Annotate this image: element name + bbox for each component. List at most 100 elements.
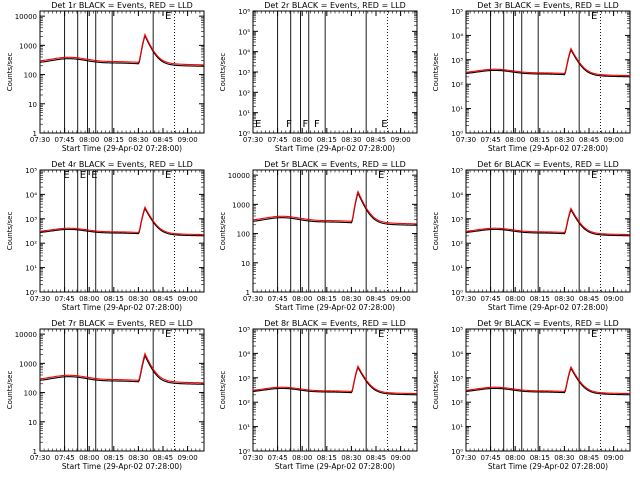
y-tick-label: 10²: [451, 399, 463, 407]
y-tick-label: 100: [24, 72, 37, 80]
x-tick-label: 08:00: [79, 136, 99, 144]
x-tick-label: 08:30: [554, 136, 574, 144]
y-axis-label: Counts/sec: [432, 371, 440, 410]
x-axis-label: Start Time (29-Apr-02 07:28:00): [488, 144, 608, 153]
y-tick-label: 10³: [451, 375, 463, 383]
y-tick-label: 1: [33, 130, 37, 138]
y-tick-label: 10¹: [451, 265, 463, 273]
x-tick-label: 09:00: [178, 295, 198, 303]
x-tick-label: 07:45: [55, 295, 75, 303]
series-line-lld: [465, 206, 631, 236]
y-axis-label: Counts/sec: [432, 53, 440, 92]
y-tick-label: 10⁵: [451, 326, 463, 334]
x-tick-label: 08:45: [153, 295, 173, 303]
x-tick-label: 09:00: [178, 136, 198, 144]
x-tick-label: 08:45: [366, 136, 386, 144]
y-tick-label: 10000: [15, 331, 37, 339]
x-tick-label: 08:15: [104, 454, 124, 462]
series-line-events: [465, 48, 631, 78]
y-tick-label: 1000: [19, 360, 37, 368]
y-tick-label: 10⁴: [451, 191, 463, 199]
y-tick-label: 10⁴: [451, 32, 463, 40]
panel-title: Det 3r BLACK = Events, RED = LLD: [477, 1, 619, 10]
x-tick-label: 08:00: [292, 136, 312, 144]
x-tick-label: 08:15: [530, 454, 550, 462]
y-tick-label: 10000: [15, 13, 37, 21]
x-tick-label: 07:45: [268, 295, 288, 303]
flag-marker: F: [303, 119, 309, 130]
x-axis-label: Start Time (29-Apr-02 07:28:00): [275, 462, 395, 471]
series-line-lld: [465, 365, 631, 395]
y-tick-label: 10⁵: [25, 167, 37, 175]
series-line-events: [39, 34, 205, 67]
panel-title: Det 1r BLACK = Events, RED = LLD: [51, 1, 193, 10]
x-tick-label: 08:00: [292, 454, 312, 462]
x-tick-label: 08:30: [554, 295, 574, 303]
y-tick-label: 100: [24, 390, 37, 398]
y-axis-label: Counts/sec: [432, 212, 440, 251]
panel-title: Det 5r BLACK = Events, RED = LLD: [264, 160, 406, 169]
y-tick-label: 1000: [19, 42, 37, 50]
y-tick-label: 1: [33, 448, 37, 456]
x-tick-label: 08:30: [128, 454, 148, 462]
x-tick-label: 08:00: [79, 295, 99, 303]
x-tick-label: 09:00: [391, 136, 411, 144]
x-tick-label: 08:30: [128, 136, 148, 144]
x-tick-label: 08:30: [341, 295, 361, 303]
y-tick-label: 10⁵: [238, 326, 250, 334]
y-tick-label: 10: [28, 101, 37, 109]
y-tick-label: 100: [237, 231, 250, 239]
series-line-lld: [39, 205, 205, 236]
panel-det-4: Det 4r BLACK = Events, RED = LLD 10⁰ 10¹ 10…: [6, 160, 205, 312]
y-tick-label: 10¹: [25, 265, 37, 273]
flag-marker: E: [591, 11, 597, 22]
x-tick-label: 08:30: [554, 454, 574, 462]
y-tick-label: 10⁰: [238, 130, 250, 138]
x-tick-label: 08:45: [579, 295, 599, 303]
y-axis-label: Counts/sec: [219, 212, 227, 251]
panel-det-1: Det 1r BLACK = Events, RED = LLD 1 10 100 10…: [6, 1, 205, 153]
x-tick-label: 09:00: [604, 295, 624, 303]
flag-marker: E: [165, 11, 171, 22]
x-tick-label: 07:30: [456, 454, 476, 462]
y-tick-label: 10000: [228, 172, 250, 180]
x-tick-label: 09:00: [391, 295, 411, 303]
panel-title: Det 9r BLACK = Events, RED = LLD: [477, 319, 619, 328]
panel-title: Det 4r BLACK = Events, RED = LLD: [51, 160, 193, 169]
x-tick-label: 07:30: [243, 136, 263, 144]
x-tick-label: 07:30: [30, 454, 50, 462]
series-line-events: [252, 366, 418, 396]
series-line-events: [465, 208, 631, 237]
panel-det-9: Det 9r BLACK = Events, RED = LLD 10⁰ 10¹ 10…: [432, 319, 631, 471]
series-line-events: [39, 207, 205, 237]
x-tick-label: 08:45: [366, 295, 386, 303]
x-axis-label: Start Time (29-Apr-02 07:28:00): [488, 462, 608, 471]
y-tick-label: 10¹: [238, 424, 250, 432]
y-tick-label: 10¹: [238, 110, 250, 118]
y-tick-label: 10³: [238, 375, 250, 383]
series-line-lld: [252, 364, 418, 395]
x-tick-label: 08:00: [505, 454, 525, 462]
x-tick-label: 07:30: [243, 454, 263, 462]
y-tick-label: 10⁰: [451, 289, 463, 297]
series-line-lld: [39, 352, 205, 384]
x-axis-label: Start Time (29-Apr-02 07:28:00): [275, 303, 395, 312]
x-tick-label: 09:00: [391, 454, 411, 462]
y-tick-label: 10⁰: [451, 130, 463, 138]
y-tick-label: 10⁶: [238, 8, 250, 16]
x-tick-label: 08:00: [505, 295, 525, 303]
x-tick-label: 08:45: [153, 136, 173, 144]
series-line-events: [465, 366, 631, 396]
flag-marker: F: [314, 119, 320, 130]
y-axis-label: Counts/sec: [219, 53, 227, 92]
y-tick-label: 10¹: [451, 106, 463, 114]
y-tick-label: 10⁴: [25, 191, 37, 199]
flag-marker: E: [255, 119, 261, 130]
flag-marker: E: [165, 329, 171, 340]
y-axis-label: Counts/sec: [6, 212, 14, 251]
series-line-events: [39, 354, 205, 385]
x-axis-label: Start Time (29-Apr-02 07:28:00): [62, 144, 182, 153]
x-tick-label: 08:15: [104, 136, 124, 144]
flag-marker: E: [165, 170, 171, 181]
panel-det-7: Det 7r BLACK = Events, RED = LLD 1 10 100 10…: [6, 319, 205, 471]
